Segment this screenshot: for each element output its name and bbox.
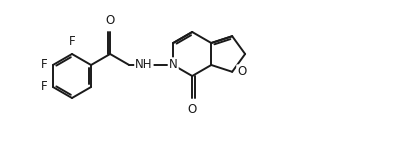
- Text: F: F: [41, 81, 48, 93]
- Text: N: N: [169, 59, 178, 71]
- Text: N: N: [169, 59, 178, 71]
- Text: NH: NH: [135, 59, 153, 71]
- Text: O: O: [188, 103, 197, 116]
- Text: O: O: [237, 65, 246, 78]
- Text: F: F: [69, 35, 75, 48]
- Text: F: F: [41, 59, 48, 71]
- Text: O: O: [106, 14, 115, 27]
